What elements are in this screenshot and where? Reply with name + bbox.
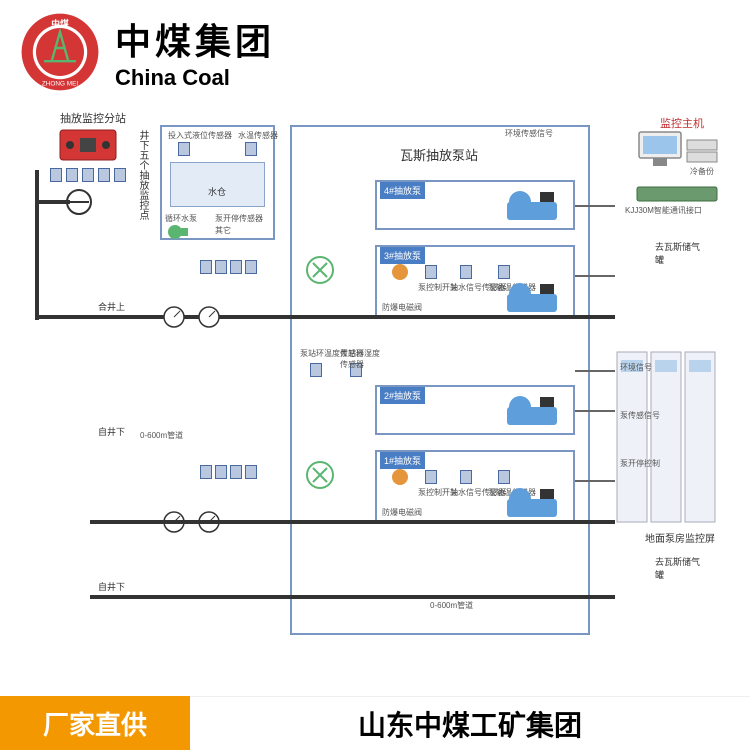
footer-right: 山东中煤工矿集团 bbox=[190, 696, 750, 750]
system-diagram: 抽放监控分站 井下五个抽放监控点 投入式液位传感器 水温传感器 水仓 循环水泵 … bbox=[30, 110, 720, 680]
sensor-icon bbox=[200, 465, 212, 479]
brand-en: China Coal bbox=[115, 65, 275, 91]
cabinets-label: 地面泵房监控屏 bbox=[645, 530, 715, 545]
cab-label: 泵传感信号 bbox=[620, 410, 660, 421]
sensor-icon bbox=[215, 260, 227, 274]
line-label-3: 自井下 bbox=[98, 580, 125, 593]
sensor-icon bbox=[178, 142, 190, 156]
conn-line bbox=[575, 480, 615, 482]
tank-label-2: 去瓦斯储气罐 bbox=[655, 555, 705, 581]
sub-label: 其它 bbox=[215, 225, 231, 236]
pump-4-label: 4#抽放泵 bbox=[380, 182, 425, 199]
gauge-icon bbox=[195, 303, 223, 331]
sensor-icon bbox=[245, 142, 257, 156]
line-label-1: 合井上 bbox=[98, 300, 125, 313]
sensor-icon bbox=[245, 260, 257, 274]
sensor-icon bbox=[425, 265, 437, 279]
header: 中煤 ZHONG MEI 中煤集团 China Coal bbox=[0, 0, 750, 104]
side-text: 井下五个抽放监控点 bbox=[135, 130, 150, 220]
sensor-label: 水温传感器 bbox=[238, 130, 278, 141]
sensor-icon bbox=[215, 465, 227, 479]
pipe-v bbox=[35, 170, 39, 320]
conn-line bbox=[575, 410, 615, 412]
env-label: 泵站环湿度传感器 bbox=[340, 348, 380, 370]
interface-label: KJJ30M智能通讯接口 bbox=[625, 205, 702, 216]
svg-text:中煤: 中煤 bbox=[51, 17, 69, 28]
pipe-line-1 bbox=[35, 315, 615, 319]
sensor-icon bbox=[498, 265, 510, 279]
sensor-icon bbox=[460, 470, 472, 484]
tank-label: 水仓 bbox=[208, 185, 226, 198]
sensor-icon bbox=[245, 465, 257, 479]
brand-text: 中煤集团 China Coal bbox=[115, 13, 275, 91]
tank-label-1: 去瓦斯储气罐 bbox=[655, 240, 705, 266]
pump-3-icon bbox=[505, 280, 560, 316]
line-sub-2: 0-600m管道 bbox=[140, 430, 183, 441]
sensor-icon bbox=[498, 470, 510, 484]
substation-icon bbox=[58, 128, 118, 163]
conn-line bbox=[575, 275, 615, 277]
backup-label: 冷备份 bbox=[690, 166, 714, 177]
sensor-icon bbox=[310, 363, 322, 377]
gauge-icon bbox=[160, 303, 188, 331]
main-title: 瓦斯抽放泵站 bbox=[400, 145, 478, 164]
monitor-icon bbox=[635, 130, 685, 168]
footer-left: 厂家直供 bbox=[0, 696, 190, 750]
line-label-2: 自井下 bbox=[98, 425, 125, 438]
cab-label: 泵开停控制 bbox=[620, 458, 660, 469]
junction-icon bbox=[65, 188, 93, 216]
valve-big-icon bbox=[305, 460, 335, 490]
substation-label: 抽放监控分站 bbox=[60, 110, 126, 126]
sub-label: 泵开停传感器 bbox=[215, 213, 263, 224]
brand-cn: 中煤集团 bbox=[115, 13, 275, 65]
pump-1-icon bbox=[505, 485, 560, 521]
pipe-line-3 bbox=[90, 595, 615, 599]
conn-line bbox=[575, 205, 615, 207]
sensor-icon bbox=[114, 168, 126, 182]
backup-icon bbox=[685, 138, 720, 166]
valve-icon bbox=[390, 467, 410, 487]
interface-icon bbox=[635, 185, 720, 203]
env-signal: 环境传感信号 bbox=[505, 128, 553, 139]
sensor-icon bbox=[460, 265, 472, 279]
cabinets-icon bbox=[615, 350, 720, 525]
company-logo: 中煤 ZHONG MEI bbox=[20, 12, 100, 92]
footer: 厂家直供 山东中煤工矿集团 bbox=[0, 696, 750, 750]
sensor-icon bbox=[82, 168, 94, 182]
pump-4-icon bbox=[505, 188, 560, 224]
sensor-label: 投入式液位传感器 bbox=[168, 130, 232, 141]
sensor-icon bbox=[50, 168, 62, 182]
sensor-icon bbox=[66, 168, 78, 182]
pump-2-label: 2#抽放泵 bbox=[380, 387, 425, 404]
sensor-icon bbox=[230, 465, 242, 479]
valve-icon bbox=[390, 262, 410, 282]
sensor-icon bbox=[98, 168, 110, 182]
pump-2-icon bbox=[505, 393, 560, 429]
sensor-icon bbox=[200, 260, 212, 274]
svg-text:ZHONG MEI: ZHONG MEI bbox=[42, 81, 78, 88]
explo-label: 防爆电磁阀 bbox=[382, 302, 422, 313]
sensor-icon bbox=[230, 260, 242, 274]
explo-label: 防爆电磁阀 bbox=[382, 507, 422, 518]
conn-line bbox=[575, 370, 615, 372]
monitor-label: 监控主机 bbox=[660, 115, 704, 131]
line-sub-3: 0-600m管道 bbox=[430, 600, 473, 611]
pump-icon bbox=[165, 223, 189, 241]
pipe-line-2b bbox=[90, 520, 615, 524]
valve-big-icon bbox=[305, 255, 335, 285]
sensor-icon bbox=[425, 470, 437, 484]
cab-label: 环境信号 bbox=[620, 362, 652, 373]
